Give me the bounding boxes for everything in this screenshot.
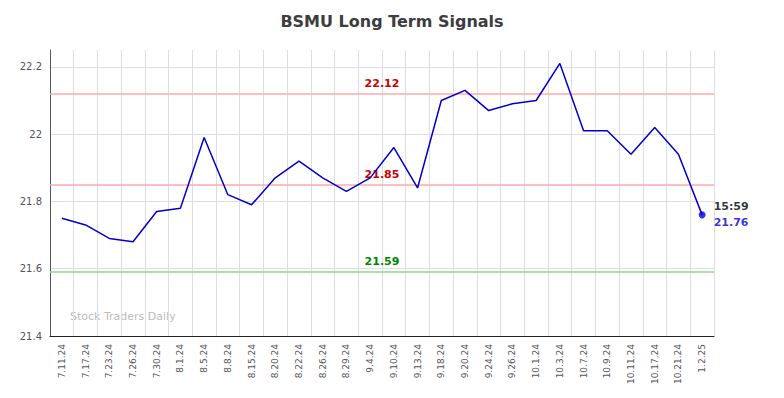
svg-text:7.23.24: 7.23.24 [104, 344, 114, 379]
svg-text:10.11.24: 10.11.24 [626, 344, 636, 384]
svg-text:8.1.24: 8.1.24 [175, 344, 185, 373]
svg-text:8.22.24: 8.22.24 [294, 344, 304, 379]
svg-text:21.8: 21.8 [20, 196, 42, 207]
svg-text:22.12: 22.12 [365, 77, 400, 90]
svg-text:8.20.24: 8.20.24 [270, 344, 280, 379]
svg-text:9.24.24: 9.24.24 [484, 344, 494, 379]
svg-text:8.26.24: 8.26.24 [318, 344, 328, 379]
svg-text:7.17.24: 7.17.24 [81, 344, 91, 379]
svg-text:7.26.24: 7.26.24 [128, 344, 138, 379]
svg-text:8.5.24: 8.5.24 [199, 344, 209, 373]
svg-text:21.76: 21.76 [714, 216, 749, 229]
svg-text:21.6: 21.6 [20, 263, 42, 274]
svg-text:8.15.24: 8.15.24 [247, 344, 257, 379]
svg-text:21.85: 21.85 [364, 167, 400, 181]
svg-text:9.18.24: 9.18.24 [436, 344, 446, 379]
svg-text:10.9.24: 10.9.24 [602, 344, 612, 379]
svg-text:9.10.24: 9.10.24 [389, 344, 399, 379]
svg-text:15:59: 15:59 [714, 200, 749, 213]
svg-text:10.17.24: 10.17.24 [650, 344, 660, 384]
svg-text:10.1.24: 10.1.24 [531, 344, 541, 379]
svg-text:9.4.24: 9.4.24 [365, 344, 375, 373]
svg-text:Stock Traders Daily: Stock Traders Daily [70, 310, 176, 323]
svg-text:1.2.25: 1.2.25 [697, 344, 707, 373]
svg-text:10.7.24: 10.7.24 [579, 344, 589, 379]
svg-text:22: 22 [29, 129, 42, 140]
svg-text:7.30.24: 7.30.24 [152, 344, 162, 379]
svg-text:21.4: 21.4 [20, 331, 42, 342]
svg-text:8.8.24: 8.8.24 [223, 344, 233, 373]
svg-text:22.2: 22.2 [20, 61, 42, 72]
svg-text:8.29.24: 8.29.24 [341, 344, 351, 379]
svg-text:9.20.24: 9.20.24 [460, 344, 470, 379]
svg-text:10.3.24: 10.3.24 [555, 344, 565, 379]
svg-text:21.59: 21.59 [365, 255, 400, 268]
svg-text:9.26.24: 9.26.24 [507, 344, 517, 379]
svg-text:BSMU Long Term Signals: BSMU Long Term Signals [280, 12, 503, 31]
svg-text:10.21.24: 10.21.24 [673, 344, 683, 384]
svg-text:9.13.24: 9.13.24 [413, 344, 423, 379]
svg-text:7.11.24: 7.11.24 [57, 344, 67, 379]
